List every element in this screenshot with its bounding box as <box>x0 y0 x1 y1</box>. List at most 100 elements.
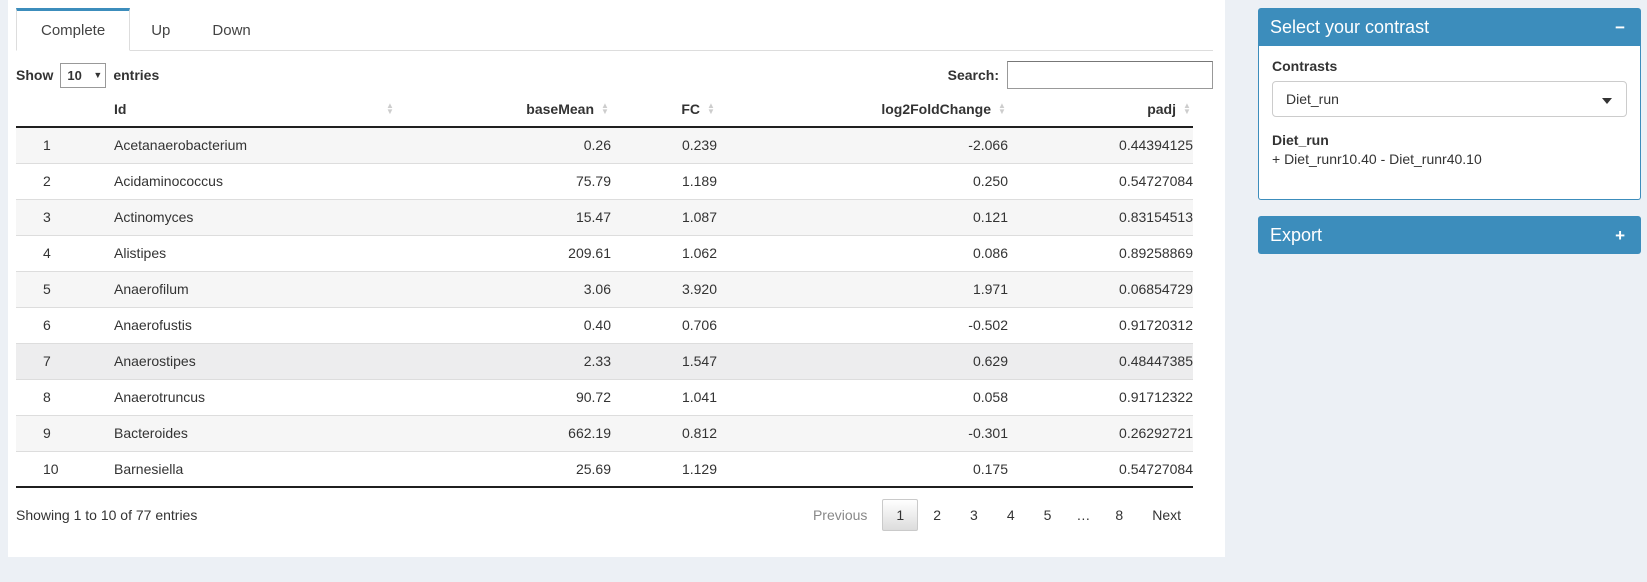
table-row: 1 Acetanaerobacterium 0.26 0.239 -2.066 … <box>16 127 1193 163</box>
contrast-detail-name: Diet_run <box>1272 132 1329 148</box>
table-footer: Showing 1 to 10 of 77 entries Previous 1… <box>16 496 1213 534</box>
table-row: 6 Anaerofustis 0.40 0.706 -0.502 0.91720… <box>16 306 1193 343</box>
cell-id: Anaerotruncus <box>106 378 396 415</box>
table-row: 9 Bacteroides 662.19 0.812 -0.301 0.2629… <box>16 414 1193 451</box>
tab-up[interactable]: Up <box>130 8 191 50</box>
pagination-page-button[interactable]: 3 <box>970 507 978 523</box>
cell-basemean: 662.19 <box>396 414 611 451</box>
header-fc-label: FC <box>681 101 700 117</box>
pagination: Previous 1 2 3 4 5 … 8 Next <box>798 499 1195 531</box>
header-id-label: Id <box>114 101 127 117</box>
cell-id: Anaerostipes <box>106 342 396 379</box>
cell-basemean: 2.33 <box>396 342 611 379</box>
cell-basemean: 15.47 <box>396 198 611 235</box>
cell-fc: 1.189 <box>611 162 717 199</box>
cell-fc: 1.087 <box>611 198 717 235</box>
cell-log2fc: -0.502 <box>717 306 1008 343</box>
cell-fc: 0.706 <box>611 306 717 343</box>
cell-rownum: 9 <box>16 414 106 451</box>
header-id[interactable]: Id ▲ ▼ <box>106 93 396 128</box>
pagination-ellipsis: … <box>1076 507 1091 523</box>
table-row: 4 Alistipes 209.61 1.062 0.086 0.8925886… <box>16 234 1193 271</box>
cell-id: Actinomyces <box>106 198 396 235</box>
cell-padj: 0.54727084 <box>1008 162 1193 199</box>
sort-icon: ▲ ▼ <box>998 101 1006 116</box>
cell-id: Anaerofilum <box>106 270 396 307</box>
pagination-page-button[interactable]: 1 <box>882 499 919 531</box>
cell-log2fc: 1.971 <box>717 270 1008 307</box>
cell-log2fc: -2.066 <box>968 137 1008 154</box>
contrasts-label: Contrasts <box>1272 58 1338 74</box>
tab-up-label: Up <box>151 22 171 39</box>
pagination-page-button[interactable]: 2 <box>933 507 942 523</box>
contrast-box: Select your contrast − Contrasts Diet_ru… <box>1258 8 1641 200</box>
entries-label: entries <box>113 67 160 83</box>
cell-rownum: 10 <box>16 450 106 487</box>
pagination-page-button[interactable]: 8 <box>1115 507 1124 523</box>
cell-rownum: 3 <box>16 198 106 235</box>
contrast-select-value: Diet_run <box>1286 91 1339 107</box>
cell-fc: 1.129 <box>611 450 717 487</box>
pagination-next-button[interactable]: Next <box>1152 507 1181 523</box>
cell-rownum: 8 <box>16 378 106 415</box>
table-row-hovered: 7 Anaerostipes 2.33 1.547 0.629 0.484473… <box>16 342 1193 379</box>
tab-complete-label: Complete <box>41 22 106 39</box>
page-length-control: Show 10 ▼ entries <box>16 62 160 88</box>
contrast-detail: Diet_run + Diet_runr10.40 - Diet_runr40.… <box>1272 132 1627 167</box>
cell-padj: 0.26292721 <box>1008 414 1193 451</box>
page-length-select-wrap: 10 ▼ <box>60 62 107 88</box>
header-fc[interactable]: FC ▲ ▼ <box>611 93 717 128</box>
cell-padj: 0.44394125 <box>1119 137 1193 154</box>
tab-down[interactable]: Down <box>191 8 271 50</box>
pagination-page-button[interactable]: 4 <box>1006 507 1015 523</box>
results-card: Complete Up Down Show 10 ▼ entries Searc… <box>8 0 1225 557</box>
cell-id: Bacteroides <box>106 414 396 451</box>
cell-id: Acetanaerobacterium <box>114 137 248 154</box>
tab-complete[interactable]: Complete <box>16 8 131 51</box>
table-row: 3 Actinomyces 15.47 1.087 0.121 0.831545… <box>16 198 1193 235</box>
table-controls: Show 10 ▼ entries Search: <box>16 60 1213 90</box>
cell-log2fc: 0.175 <box>717 450 1008 487</box>
pagination-page-button[interactable]: 5 <box>1043 507 1052 523</box>
export-box-title: Export <box>1270 224 1323 245</box>
cell-rownum: 7 <box>16 342 106 379</box>
table-row: 8 Anaerotruncus 90.72 1.041 0.058 0.9171… <box>16 378 1193 415</box>
cell-log2fc: 0.121 <box>717 198 1008 235</box>
cell-id: Acidaminococcus <box>106 162 396 199</box>
header-basemean[interactable]: baseMean ▲ ▼ <box>396 93 611 128</box>
cell-log2fc: -0.301 <box>717 414 1008 451</box>
cell-basemean: 25.69 <box>396 450 611 487</box>
cell-fc: 0.239 <box>681 137 717 154</box>
table-info: Showing 1 to 10 of 77 entries <box>16 507 198 523</box>
contrast-select[interactable]: Diet_run <box>1272 81 1627 117</box>
tab-bar: Complete Up Down <box>16 8 1213 51</box>
show-label: Show <box>16 67 54 83</box>
results-table: Id ▲ ▼ baseMean ▲ ▼ FC ▲ ▼ <box>16 93 1193 488</box>
cell-rownum: 6 <box>16 306 106 343</box>
header-log2foldchange-label: log2FoldChange <box>881 101 991 117</box>
search-input[interactable] <box>1007 61 1213 89</box>
header-log2foldchange[interactable]: log2FoldChange ▲ ▼ <box>717 93 1008 128</box>
cell-padj: 0.83154513 <box>1008 198 1193 235</box>
cell-padj: 0.89258869 <box>1008 234 1193 271</box>
cell-fc: 1.041 <box>611 378 717 415</box>
cell-basemean: 0.40 <box>396 306 611 343</box>
collapse-minus-icon[interactable]: − <box>1611 17 1629 38</box>
contrast-box-body: Contrasts Diet_run Diet_run + Diet_runr1… <box>1258 46 1641 200</box>
cell-padj: 0.91720312 <box>1008 306 1193 343</box>
cell-id: Alistipes <box>106 234 396 271</box>
contrast-box-header: Select your contrast − <box>1258 8 1641 46</box>
pagination-previous-button[interactable]: Previous <box>812 507 868 523</box>
cell-basemean: 90.72 <box>396 378 611 415</box>
expand-plus-icon[interactable]: + <box>1611 225 1629 246</box>
page-length-select[interactable]: 10 <box>60 62 107 88</box>
cell-padj: 0.06854729 <box>1008 270 1193 307</box>
cell-rownum: 2 <box>16 162 106 199</box>
cell-log2fc: 0.250 <box>717 162 1008 199</box>
cell-rownum: 5 <box>16 270 106 307</box>
cell-basemean: 209.61 <box>396 234 611 271</box>
contrast-box-title: Select your contrast <box>1270 16 1430 37</box>
cell-id: Barnesiella <box>106 450 396 487</box>
header-padj[interactable]: padj ▲ ▼ <box>1008 93 1193 128</box>
